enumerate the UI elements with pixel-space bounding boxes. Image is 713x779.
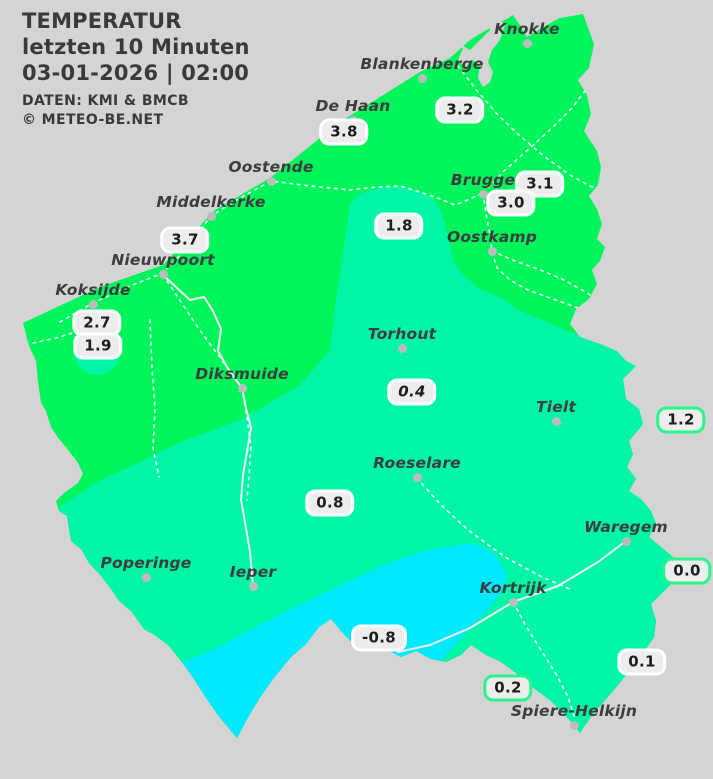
city-dot (266, 176, 276, 186)
temp-badge: 0.4 (387, 378, 437, 406)
temp-badge: -0.8 (351, 624, 407, 652)
header: TEMPERATUR letzten 10 Minuten 03-01-2026… (22, 8, 250, 130)
city-dot (158, 269, 168, 279)
city-label: Blankenberge (360, 55, 484, 73)
city-label: Torhout (367, 325, 437, 343)
temp-badge: 1.9 (73, 332, 123, 360)
zeebrugge-harbour-shape (448, 17, 505, 87)
data-source: DATEN: KMI & BMCB (22, 93, 189, 109)
temp-badge: 0.1 (617, 648, 667, 676)
city-dot (141, 572, 151, 582)
page-title: TEMPERATUR (22, 9, 182, 33)
temp-badge: 1.8 (374, 212, 424, 240)
city-dot (487, 246, 497, 256)
city-label: Kortrijk (479, 579, 547, 597)
temp-badge: 0.2 (483, 674, 533, 702)
temp-badge: 0.0 (662, 557, 712, 585)
zone-mild-mint (23, 186, 676, 738)
page-subtitle: letzten 10 Minuten (22, 35, 250, 59)
date-time: 03-01-2026 | 02:00 (22, 61, 250, 85)
temp-badge: 0.8 (305, 489, 355, 517)
city-label: Roeselare (373, 454, 461, 472)
city-label: Koksijde (55, 281, 131, 299)
city-label: Oostkamp (446, 228, 538, 246)
temp-badge: 3.2 (435, 96, 485, 124)
road-network-dotted (32, 65, 601, 720)
city-label: Diksmuide (195, 365, 289, 383)
city-dot (237, 383, 247, 393)
temp-badge: 3.0 (486, 189, 536, 217)
city-label: De Haan (315, 97, 391, 115)
city-label: Waregem (584, 518, 668, 536)
city-label: Middelkerke (156, 193, 266, 211)
city-dot (412, 472, 422, 482)
city-label: Nieuwpoort (111, 251, 215, 269)
city-label: Oostende (228, 158, 314, 176)
city-dot (417, 73, 427, 83)
temp-badge: 1.2 (656, 406, 706, 434)
city-label: Tielt (535, 398, 577, 416)
city-dot (397, 343, 407, 353)
city-dot (522, 38, 532, 48)
city-dot (478, 189, 488, 199)
city-dot (551, 416, 561, 426)
city-dot (569, 720, 579, 730)
city-label: Poperinge (100, 554, 192, 572)
city-label: Knokke (494, 20, 560, 38)
city-dot (621, 536, 631, 546)
copyright: © METEO-BE.NET (22, 112, 164, 128)
city-dot (88, 299, 98, 309)
temp-badge: 3.8 (319, 118, 369, 146)
city-label: Brugge (450, 171, 516, 189)
temp-badge: 3.7 (160, 226, 210, 254)
city-label: Ieper (229, 563, 277, 581)
city-dot (206, 211, 216, 221)
city-label: Spiere-Helkijn (510, 702, 638, 720)
city-dot (508, 597, 518, 607)
temp-badge: 2.7 (72, 309, 122, 337)
city-dot (248, 581, 258, 591)
